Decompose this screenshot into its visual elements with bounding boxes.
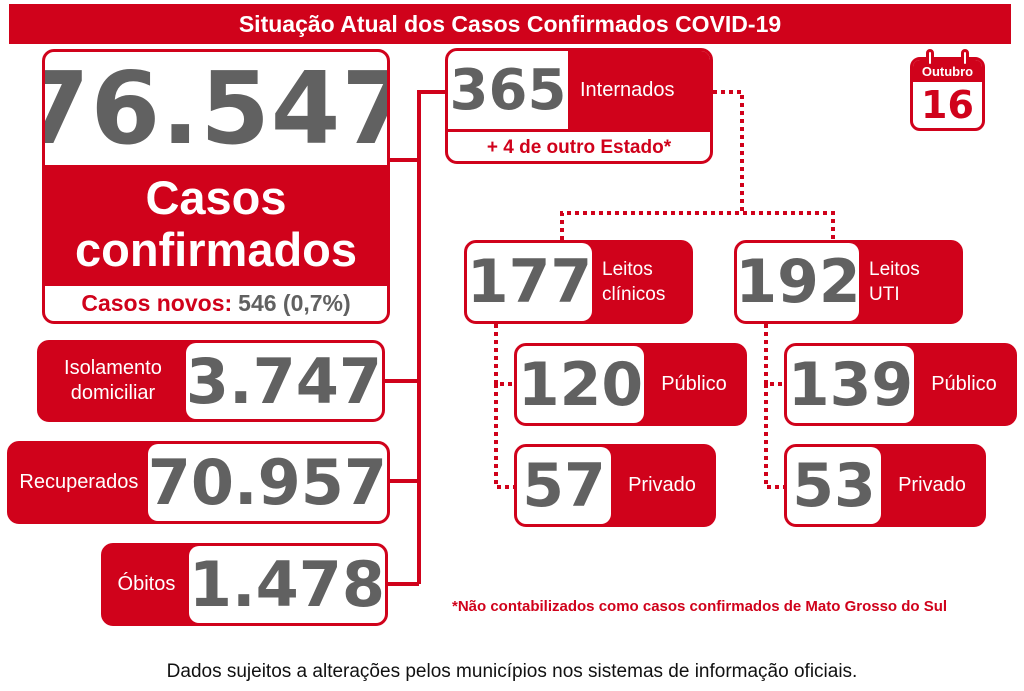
calendar-ring-right bbox=[961, 49, 969, 67]
calendar-month: Outubro bbox=[921, 63, 974, 79]
recovered-card: Recuperados 70.957 bbox=[7, 441, 390, 524]
calendar-icon: Outubro 16 bbox=[910, 57, 985, 131]
header-title: Situação Atual dos Casos Confirmados COV… bbox=[238, 10, 782, 37]
recovered-value: 70.957 bbox=[147, 446, 387, 519]
home-isolation-label-line1: Isolamento bbox=[64, 357, 162, 379]
hospitalized-card: 365 Internados + 4 de outro Estado* bbox=[445, 48, 713, 164]
calendar-day: 16 bbox=[921, 83, 974, 127]
clinical-public-card: 120 Público bbox=[514, 343, 747, 426]
icu-public-card: 139 Público bbox=[784, 343, 1017, 426]
header-bar: Situação Atual dos Casos Confirmados COV… bbox=[9, 4, 1011, 44]
clinical-private-label: Privado bbox=[628, 474, 696, 496]
clinical-private-card: 57 Privado bbox=[514, 444, 716, 527]
icu-private-value: 53 bbox=[792, 450, 876, 521]
footer-disclaimer: Dados sujeitos a alterações pelos municí… bbox=[166, 661, 858, 682]
clinical-beds-card: 177 Leitos clínicos bbox=[464, 240, 693, 324]
deaths-value: 1.478 bbox=[188, 548, 385, 621]
connector-hospitalized-down bbox=[713, 90, 744, 213]
confirmed-value: 76.547 bbox=[45, 49, 387, 167]
clinical-beds-label-line1: Leitos bbox=[602, 259, 653, 280]
connector-clinical-public bbox=[494, 324, 516, 386]
hospitalized-other-state: + 4 de outro Estado* bbox=[486, 137, 672, 158]
connector-icu-public bbox=[764, 324, 786, 386]
icu-private-card: 53 Privado bbox=[784, 444, 986, 527]
confirmed-card: 76.547 Casos confirmados Casos novos: 54… bbox=[42, 49, 390, 324]
calendar-ring-left bbox=[926, 49, 934, 67]
home-isolation-card: Isolamento domiciliar 3.747 bbox=[37, 340, 385, 422]
icu-private-label: Privado bbox=[898, 474, 966, 496]
icu-beds-label-line1: Leitos bbox=[869, 259, 920, 280]
recovered-label: Recuperados bbox=[19, 471, 139, 493]
deaths-card: Óbitos 1.478 bbox=[101, 543, 388, 626]
connector-icu-private bbox=[764, 384, 786, 489]
hospitalized-label: Internados bbox=[580, 78, 675, 101]
home-isolation-value: 3.747 bbox=[185, 344, 382, 418]
icu-public-value: 139 bbox=[787, 349, 914, 420]
deaths-label: Óbitos bbox=[117, 573, 176, 595]
clinical-beds-value: 177 bbox=[466, 247, 593, 317]
icu-beds-card: 192 Leitos UTI bbox=[734, 240, 963, 324]
new-cases-value: 546 (0,7%) bbox=[238, 290, 351, 316]
connector-clinical-private bbox=[494, 384, 516, 489]
confirmed-label-line2: confirmados bbox=[74, 223, 358, 276]
icu-beds-label-line2: UTI bbox=[869, 284, 900, 305]
clinical-public-value: 120 bbox=[517, 349, 644, 420]
icu-public-label: Público bbox=[931, 373, 997, 395]
icu-beds-value: 192 bbox=[735, 247, 861, 317]
home-isolation-label-line2: domiciliar bbox=[70, 382, 156, 404]
connector-beds-split bbox=[560, 211, 835, 240]
connector-confirmed-hospitalized bbox=[390, 90, 447, 162]
footnote: *Não contabilizados como casos confirmad… bbox=[452, 598, 948, 615]
clinical-public-label: Público bbox=[661, 373, 727, 395]
confirmed-label-line1: Casos bbox=[145, 171, 287, 224]
new-cases-label: Casos novos: bbox=[81, 290, 233, 316]
hospitalized-value: 365 bbox=[449, 57, 567, 123]
clinical-private-value: 57 bbox=[522, 450, 606, 521]
clinical-beds-label-line2: clínicos bbox=[602, 284, 666, 305]
